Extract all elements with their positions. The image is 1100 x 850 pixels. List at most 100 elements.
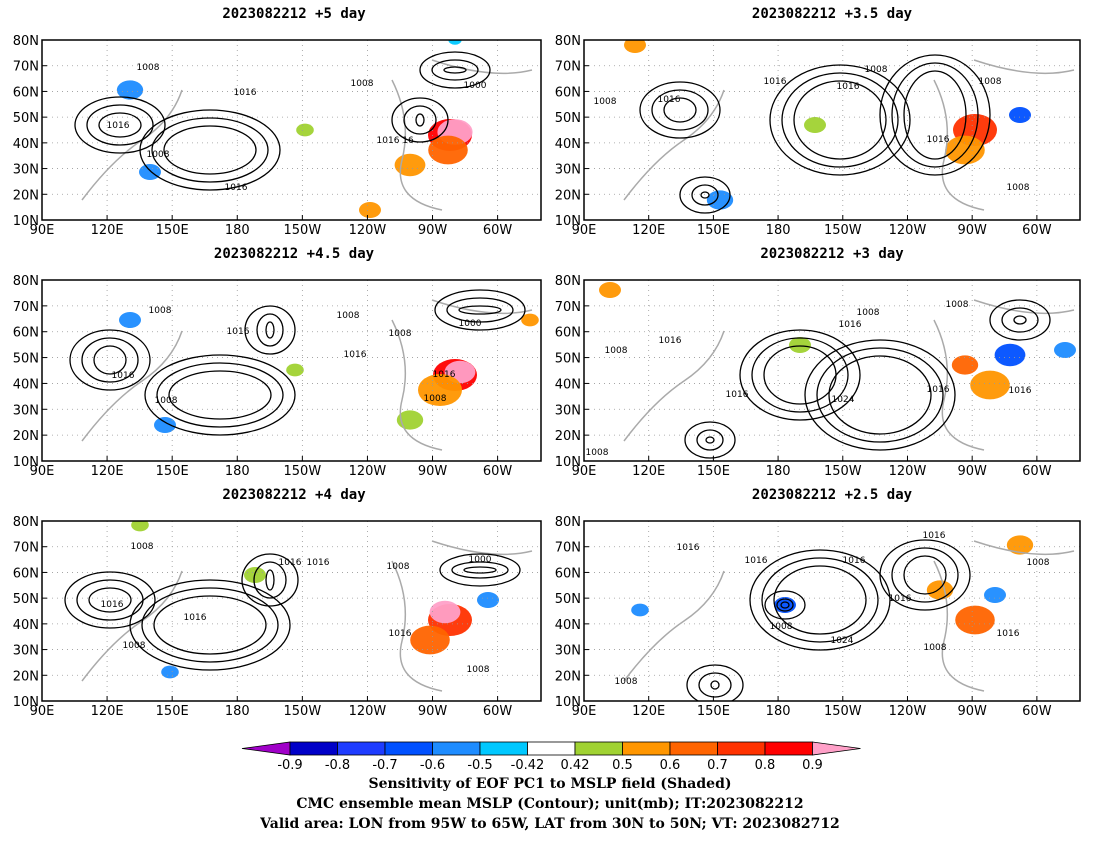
contour-label: 1016 xyxy=(377,136,400,146)
lat-tick-label: 10N xyxy=(13,455,39,470)
contour-label: 1008 xyxy=(149,306,172,316)
mslp-contour xyxy=(403,105,437,135)
mslp-contour xyxy=(700,191,710,199)
contour-label: 1008 xyxy=(865,65,888,75)
colorbar-box xyxy=(432,741,481,756)
mslp-contour xyxy=(1001,307,1039,333)
lon-tick-label: 120W xyxy=(349,704,387,719)
mslp-contour xyxy=(781,72,899,168)
contour-label: 1008 xyxy=(131,542,154,552)
lat-tick-label: 80N xyxy=(555,34,581,49)
sensitivity-shading xyxy=(1054,342,1076,358)
mslp-contour xyxy=(710,680,720,690)
mslp-contour xyxy=(256,313,284,347)
contour-label: 1008 xyxy=(605,346,628,356)
lat-tick-label: 70N xyxy=(555,541,581,556)
panel-title-3: 2023082212 +4.5 day xyxy=(213,246,375,262)
colorbar-box xyxy=(289,741,338,756)
mslp-contour xyxy=(793,80,887,160)
mslp-contour xyxy=(705,436,715,444)
contour-label: 1008 xyxy=(615,677,638,687)
lon-tick-label: 60W xyxy=(483,223,513,238)
sensitivity-shading xyxy=(394,153,426,177)
mslp-contour xyxy=(773,565,867,635)
mslp-contour xyxy=(1013,315,1027,325)
lat-tick-label: 70N xyxy=(13,541,39,556)
lon-tick-label: 180 xyxy=(766,223,791,238)
colorbar-label: 0.5 xyxy=(612,758,633,773)
contour-label: 16 xyxy=(402,136,414,146)
contour-label: 1016 xyxy=(927,385,950,395)
contour-label: 1024 xyxy=(832,395,855,405)
sensitivity-shading xyxy=(1006,535,1034,555)
mslp-contour xyxy=(989,299,1051,341)
lon-tick-label: 150E xyxy=(156,704,189,719)
map-frame xyxy=(41,279,542,462)
lon-tick-label: 90E xyxy=(572,704,597,719)
contour-label: 1000 xyxy=(469,555,492,565)
contour-label: 1008 xyxy=(337,311,360,321)
lat-tick-label: 80N xyxy=(555,274,581,289)
colorbar-label: 0.6 xyxy=(660,758,681,773)
lat-tick-label: 60N xyxy=(13,566,39,581)
contour-label: 1016 xyxy=(279,558,302,568)
lat-tick-label: 50N xyxy=(555,352,581,367)
lon-tick-label: 150E xyxy=(697,223,730,238)
lat-tick-label: 30N xyxy=(13,644,39,659)
mslp-contour xyxy=(651,89,709,131)
mslp-contour xyxy=(144,354,296,436)
lat-tick-label: 10N xyxy=(555,455,581,470)
lat-tick-label: 40N xyxy=(13,377,39,392)
lat-tick-label: 10N xyxy=(13,695,39,710)
mslp-contour xyxy=(163,125,257,175)
lon-tick-label: 90W xyxy=(957,464,987,479)
map-frame xyxy=(583,520,1081,702)
sensitivity-shading xyxy=(599,282,621,298)
lon-tick-label: 90E xyxy=(572,223,597,238)
lon-tick-label: 60W xyxy=(483,704,513,719)
mslp-contour xyxy=(691,184,719,206)
colorbar-label: 0.7 xyxy=(707,758,728,773)
colorbar-box xyxy=(574,741,623,756)
coastline xyxy=(623,299,1075,451)
contour-label: 1008 xyxy=(594,97,617,107)
contour-label: 1016 xyxy=(433,370,456,380)
lat-tick-label: 50N xyxy=(555,111,581,126)
lon-tick-label: 150W xyxy=(824,223,862,238)
map-panel-2: 1008 1016 1016 1008 1016 1008 1016 1008 80N 70N 60… xyxy=(555,34,1081,238)
mslp-contour xyxy=(891,62,979,168)
sensitivity-shading xyxy=(970,370,1010,400)
lat-tick-label: 80N xyxy=(555,515,581,530)
map-background xyxy=(584,40,1080,220)
lat-tick-label: 30N xyxy=(13,403,39,418)
contour-label: 1016 xyxy=(745,556,768,566)
lat-tick-label: 70N xyxy=(555,60,581,75)
contour-label: 1008 xyxy=(770,622,793,632)
mslp-contour xyxy=(141,587,279,663)
sensitivity-shading xyxy=(139,164,161,180)
colorbar-label: -0.5 xyxy=(467,758,492,773)
lon-tick-label: 60W xyxy=(1022,704,1052,719)
mslp-contour xyxy=(253,561,287,599)
mslp-contour xyxy=(776,598,794,612)
lon-tick-label: 120E xyxy=(632,223,665,238)
lon-tick-label: 90E xyxy=(572,464,597,479)
sensitivity-shading xyxy=(359,202,381,218)
lat-tick-label: 70N xyxy=(13,60,39,75)
contour-label: 1016 xyxy=(843,556,866,566)
contour-label: 1000 xyxy=(459,319,482,329)
sensitivity-shading xyxy=(131,521,149,532)
mslp-contour xyxy=(679,176,731,214)
lat-tick-label: 10N xyxy=(555,695,581,710)
contour-label: 1016 xyxy=(307,558,330,568)
contour-label: 1008 xyxy=(467,665,490,675)
lat-tick-label: 60N xyxy=(555,566,581,581)
mslp-contour xyxy=(391,97,449,143)
colorbar-label: -0.42 xyxy=(511,758,545,773)
lon-tick-label: 120W xyxy=(889,704,927,719)
mslp-contour xyxy=(439,553,521,587)
contour-label: 1008 xyxy=(924,643,947,653)
mslp-contour xyxy=(69,329,151,391)
lat-tick-label: 20N xyxy=(555,669,581,684)
mslp-contour xyxy=(265,569,275,591)
